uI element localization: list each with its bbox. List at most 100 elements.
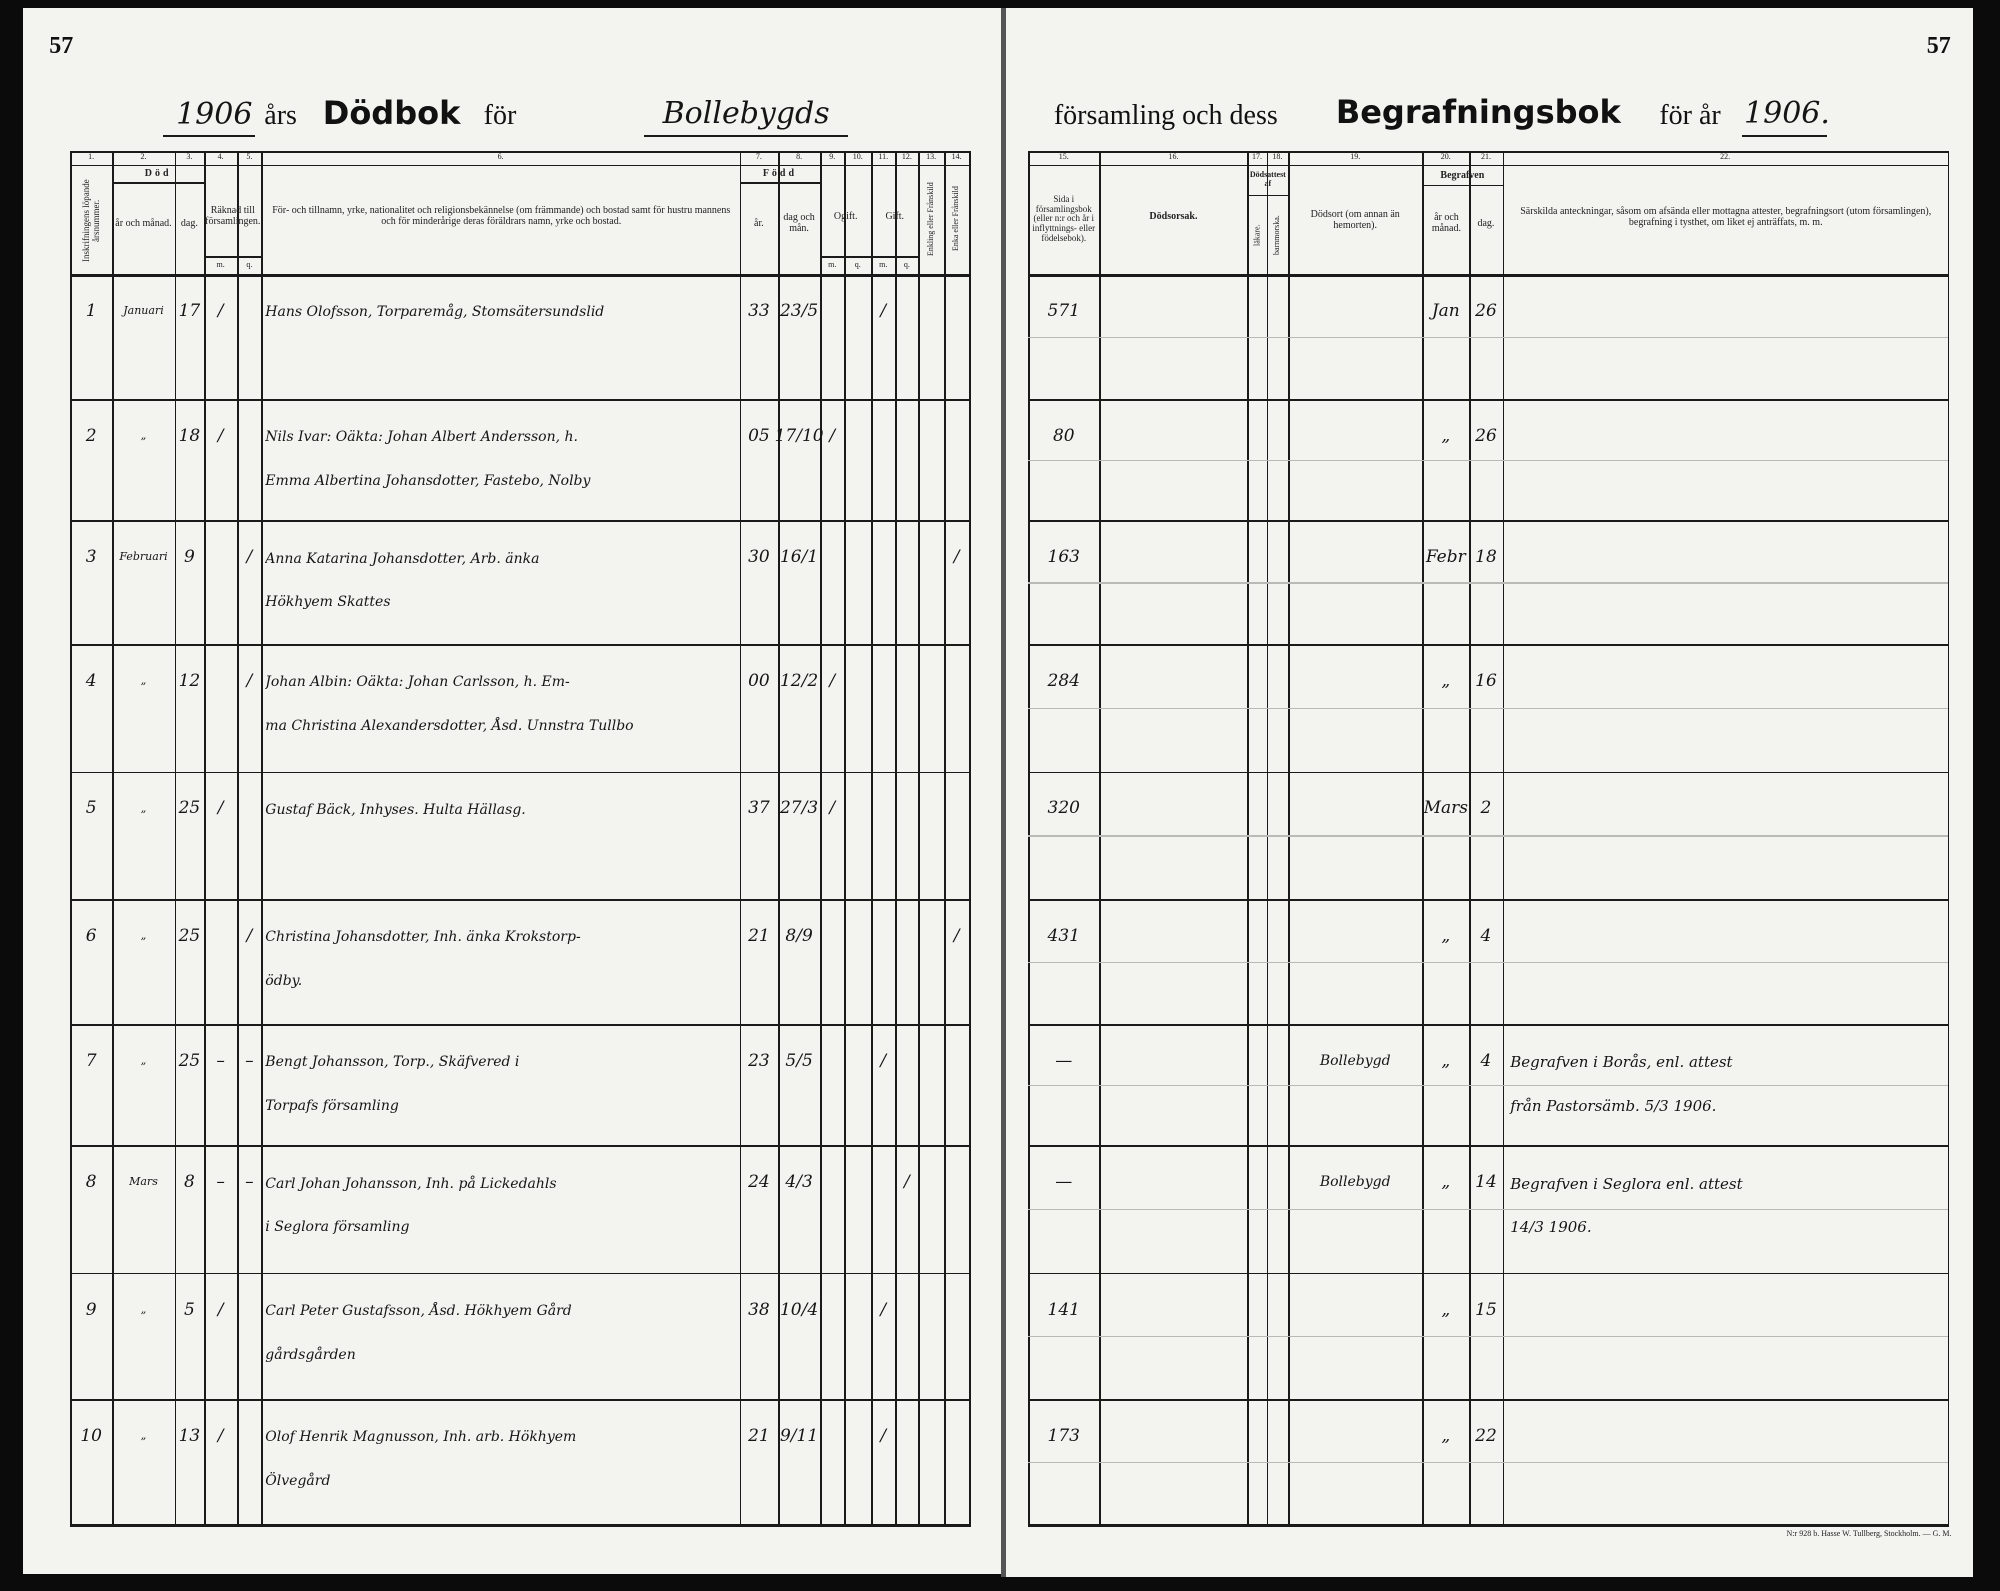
rule <box>70 164 970 166</box>
cell: 33 <box>748 300 770 321</box>
rule <box>1028 150 1030 1525</box>
cell: 9 <box>183 547 195 568</box>
column-number: 14. <box>951 152 962 162</box>
cell: / <box>829 670 836 691</box>
cell: Bollebygd <box>1319 1052 1391 1069</box>
cell: Bengt Johansson, Torp., Skäfvered i <box>265 1054 520 1071</box>
rule <box>895 150 898 1525</box>
header: år och månad. <box>115 217 172 229</box>
cell: Carl Peter Gustafsson, Åsd. Hökhyem Gård <box>265 1303 572 1320</box>
cell: 23 <box>748 1050 770 1071</box>
title-word: för år <box>1659 99 1721 131</box>
rule <box>1422 150 1424 1525</box>
cell: 6 <box>85 925 97 946</box>
cell: 25 <box>178 1050 201 1071</box>
cell: 1 <box>85 300 97 321</box>
rule <box>1028 771 1948 774</box>
cell: / <box>880 300 887 321</box>
cell: 3 <box>85 547 97 568</box>
subheader: m. <box>879 259 888 269</box>
column-number: 4. <box>217 152 224 162</box>
cell: 9/11 <box>779 1425 819 1446</box>
cell: 17 <box>178 300 201 321</box>
title-word: års <box>264 99 297 131</box>
rule <box>820 256 919 258</box>
cell: Mars <box>1423 798 1468 819</box>
cell: 4/3 <box>785 1172 813 1193</box>
rule <box>1099 150 1102 1525</box>
cell: Nils Ivar: Oäkta: Johan Albert Andersson… <box>265 429 578 446</box>
cell: 10 <box>80 1425 102 1446</box>
cell: 22 <box>1475 1425 1497 1446</box>
rule <box>739 150 742 1525</box>
cell: i Seglora församling <box>265 1219 410 1236</box>
header: Enka eller Frånskild <box>951 186 961 252</box>
column-number: 15. <box>1058 152 1069 162</box>
cell: 8 <box>85 1172 97 1193</box>
cell: ma Christina Alexandersdotter, Åsd. Unns… <box>265 717 634 734</box>
header: dag och mån. <box>783 212 815 235</box>
cell: Bollebygd <box>1319 1173 1391 1190</box>
rule <box>70 644 970 646</box>
rule <box>174 150 177 1525</box>
cell: / <box>246 925 253 946</box>
rule <box>1028 835 1948 837</box>
subheader: m. <box>216 259 225 269</box>
cell: 14 <box>1475 1172 1497 1193</box>
header: Enkling eller Frånskild <box>925 182 935 257</box>
cell: 320 <box>1047 798 1080 819</box>
note: 14/3 1906. <box>1510 1218 1592 1237</box>
rule <box>112 150 114 1525</box>
cell: Emma Albertina Johansdotter, Fastebo, No… <box>265 472 591 489</box>
cell: 173 <box>1047 1425 1080 1446</box>
header: Dödsort (om annan än hemorten). <box>1310 209 1400 231</box>
cell: Febr <box>1425 547 1466 568</box>
cell: „ <box>1441 1425 1451 1446</box>
header: dag. <box>1477 217 1495 229</box>
column-number: 12. <box>901 152 912 162</box>
cell: — <box>1055 1172 1073 1193</box>
rule <box>871 150 873 1525</box>
rule <box>70 1272 970 1275</box>
cell: Carl Johan Johansson, Inh. på Lickedahls <box>265 1175 557 1192</box>
rule <box>1028 961 1948 963</box>
note: Begrafven i Seglora enl. attest <box>1510 1174 1743 1193</box>
cell: Anna Katarina Johansdotter, Arb. änka <box>265 550 540 567</box>
subheader: q. <box>854 259 861 269</box>
cell: Torpafs församling <box>265 1097 399 1114</box>
rule <box>1028 644 1948 646</box>
rule <box>1502 150 1505 1525</box>
rule <box>778 150 780 1525</box>
cell: / <box>217 300 224 321</box>
rule <box>204 256 262 258</box>
right-page <box>1006 7 1974 1577</box>
rule <box>1422 184 1503 187</box>
column-number: 5. <box>246 152 253 162</box>
cell: „ <box>1441 925 1451 946</box>
title-word: församling och dess <box>1053 99 1278 131</box>
cell: 15 <box>1475 1299 1497 1320</box>
column-number: 11. <box>878 152 889 162</box>
column-number: 20. <box>1440 152 1451 162</box>
rule <box>739 182 821 184</box>
cell: – <box>216 1172 225 1193</box>
cell: 26 <box>1475 300 1497 321</box>
cell: „ <box>1441 1172 1451 1193</box>
cell: — <box>1055 1050 1073 1071</box>
rule <box>1247 150 1250 1525</box>
cell: / <box>953 547 960 568</box>
cell: 00 <box>748 670 770 691</box>
cell: 4 <box>1480 1050 1492 1071</box>
subheader: q. <box>903 259 910 269</box>
column-number: 7. <box>755 152 762 162</box>
cell: 5 <box>183 1299 195 1320</box>
column-number: 21. <box>1480 152 1491 162</box>
rule <box>1028 274 1948 277</box>
cell: 18 <box>178 425 201 446</box>
cell: 2 <box>1480 798 1492 819</box>
column-number: 9. <box>829 152 836 162</box>
rule <box>1028 336 1948 338</box>
rule <box>1028 1209 1948 1211</box>
